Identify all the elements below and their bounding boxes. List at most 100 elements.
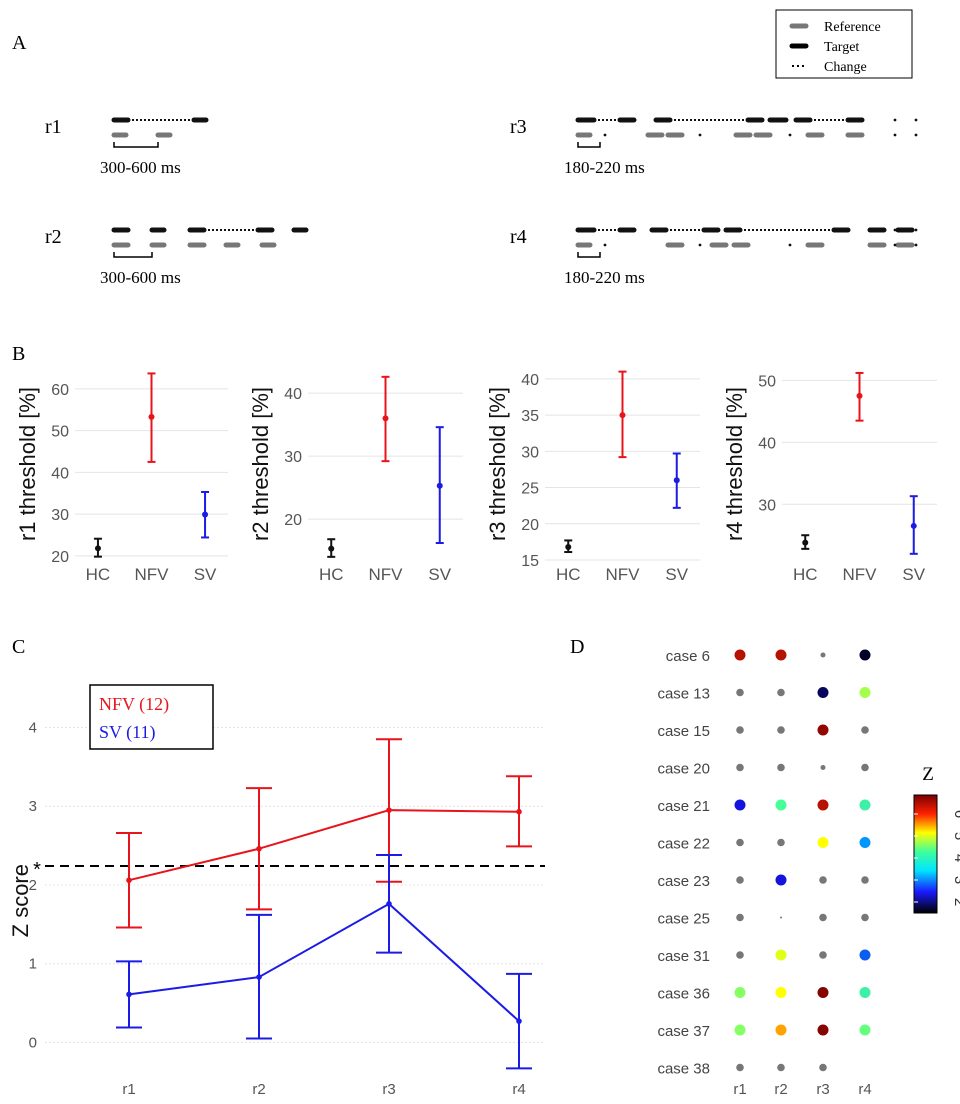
case-label: case 15 <box>657 723 710 740</box>
non-significant-dot <box>820 765 826 770</box>
interval-bracket <box>577 252 601 258</box>
case-label: case 21 <box>657 798 710 815</box>
interval-duration-label: 180-220 ms <box>564 158 645 177</box>
colorbar-tick-label: 6 <box>951 810 960 818</box>
case-z-dot <box>817 1024 829 1036</box>
mean-point <box>382 415 389 422</box>
case-label: case 6 <box>666 648 710 665</box>
rhythm-label: r1 <box>45 116 62 138</box>
non-significant-dot <box>777 763 785 772</box>
non-significant-dot <box>861 876 869 884</box>
case-label: case 22 <box>657 836 710 853</box>
x-tick-label: NFV <box>606 565 641 584</box>
x-tick-label: NFV <box>135 565 170 584</box>
case-label: case 37 <box>657 1023 710 1040</box>
threshold-star: * <box>33 859 41 881</box>
case-z-dot <box>775 949 787 961</box>
case-z-dot <box>775 987 787 998</box>
sparse-dot <box>788 243 792 247</box>
non-significant-dot <box>819 951 827 959</box>
sparse-dot <box>603 243 607 247</box>
non-significant-dot <box>736 688 744 697</box>
y-tick-label: 1 <box>29 956 37 973</box>
interval-duration-label: 180-220 ms <box>564 268 645 287</box>
non-significant-dot <box>736 876 744 884</box>
x-tick-label: SV <box>428 565 451 584</box>
non-significant-dot <box>777 838 785 847</box>
mean-point <box>673 477 680 484</box>
mean-point <box>256 974 262 980</box>
case-z-dot <box>859 649 871 661</box>
mean-point <box>619 412 626 419</box>
y-tick-label: 30 <box>284 449 302 466</box>
case-z-dot <box>859 949 871 961</box>
y-tick-label: 4 <box>29 719 37 736</box>
y-tick-label: 20 <box>521 517 539 534</box>
sparse-dot <box>893 228 897 232</box>
case-z-dot <box>775 649 787 661</box>
x-tick-label: HC <box>556 565 581 584</box>
threshold-plot: 30 40 50 r4 threshold [%] HC NFV SV <box>722 371 937 584</box>
case-z-dot <box>859 799 871 811</box>
non-significant-dot <box>736 913 744 922</box>
case-z-dot <box>734 987 746 998</box>
y-tick-label: 30 <box>521 444 539 461</box>
non-significant-dot <box>777 726 785 734</box>
rhythm-label: r3 <box>510 116 527 138</box>
case-label: case 31 <box>657 948 710 965</box>
mean-point <box>565 543 572 550</box>
mean-point <box>148 413 155 420</box>
panel-letter-c: C <box>12 636 25 658</box>
non-significant-dot <box>736 726 744 734</box>
y-axis-label: r3 threshold [%] <box>485 387 510 541</box>
case-z-dot <box>817 687 829 698</box>
y-tick-label: 20 <box>51 549 69 566</box>
x-tick-label: HC <box>86 565 111 584</box>
y-tick-label: 15 <box>521 553 539 570</box>
colorbar-title: Z <box>922 764 934 785</box>
mean-point <box>202 511 209 518</box>
panel-b-thresholds: 20 30 40 50 60 r1 threshold [%] HC NFV SV 20 30 40 r… <box>15 370 937 584</box>
non-significant-dot <box>736 763 744 772</box>
x-tick-label: HC <box>793 565 818 584</box>
y-tick-label: 2 <box>29 877 37 894</box>
x-tick-label: SV <box>194 565 217 584</box>
non-significant-dot <box>861 726 869 734</box>
colorbar-tick-label: 3 <box>951 876 960 884</box>
legend-target-label: Target <box>824 40 859 55</box>
case-z-dot <box>734 649 746 661</box>
x-tick-label: NFV <box>843 565 878 584</box>
colorbar-tick-label: 4 <box>951 854 960 862</box>
panel-a-rhythms: r1 300-600 ms r2 300-600 ms r3 180-220 ms r4 18… <box>45 116 918 287</box>
y-axis-label: r2 threshold [%] <box>248 387 273 541</box>
rhythm-label: r4 <box>510 226 527 248</box>
x-tick-label: r4 <box>512 1081 525 1098</box>
y-tick-label: 50 <box>51 424 69 441</box>
case-z-dot <box>859 1024 871 1036</box>
case-z-dot <box>817 724 829 736</box>
x-tick-label: r4 <box>858 1081 871 1098</box>
x-tick-label: r1 <box>733 1081 746 1098</box>
legend-change-label: Change <box>824 60 867 75</box>
y-tick-label: 0 <box>29 1034 37 1051</box>
y-tick-label: 40 <box>521 372 539 389</box>
case-label: case 38 <box>657 1061 710 1078</box>
y-tick-label: 35 <box>521 408 539 425</box>
colorbar <box>913 794 938 914</box>
interval-duration-label: 300-600 ms <box>100 268 181 287</box>
y-tick-label: 30 <box>51 507 69 524</box>
panel-a-legend: Reference Target Change <box>775 9 913 79</box>
sparse-dot <box>698 133 702 137</box>
sparse-dot <box>893 243 897 247</box>
non-significant-dot <box>819 1063 827 1072</box>
interval-duration-label: 300-600 ms <box>100 158 181 177</box>
y-tick-label: 50 <box>758 373 776 390</box>
mean-point <box>856 392 863 399</box>
y-axis-label: r1 threshold [%] <box>15 387 40 541</box>
threshold-plot: 15 20 25 30 35 40 r3 threshold [%] HC NFV SV <box>485 370 700 584</box>
non-significant-dot <box>777 688 785 697</box>
colorbar-tick-label: 5 <box>951 832 960 840</box>
sparse-dot <box>698 243 702 247</box>
x-tick-label: r1 <box>122 1081 135 1098</box>
